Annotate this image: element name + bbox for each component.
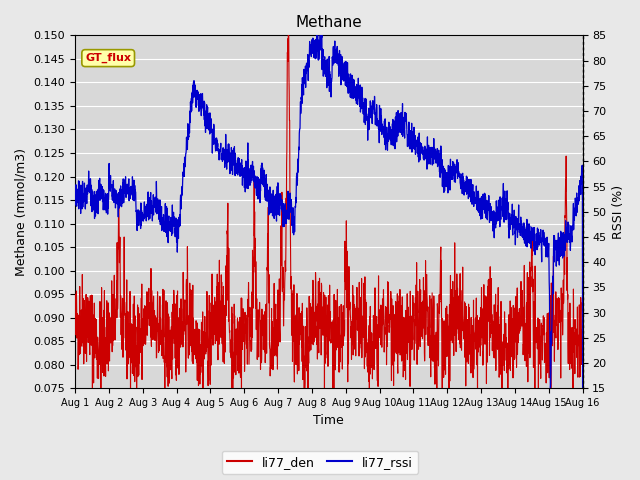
Legend: li77_den, li77_rssi: li77_den, li77_rssi: [222, 451, 418, 474]
Y-axis label: RSSI (%): RSSI (%): [612, 185, 625, 239]
Y-axis label: Methane (mmol/m3): Methane (mmol/m3): [15, 148, 28, 276]
X-axis label: Time: Time: [314, 414, 344, 427]
Title: Methane: Methane: [296, 15, 362, 30]
Text: GT_flux: GT_flux: [85, 53, 131, 63]
